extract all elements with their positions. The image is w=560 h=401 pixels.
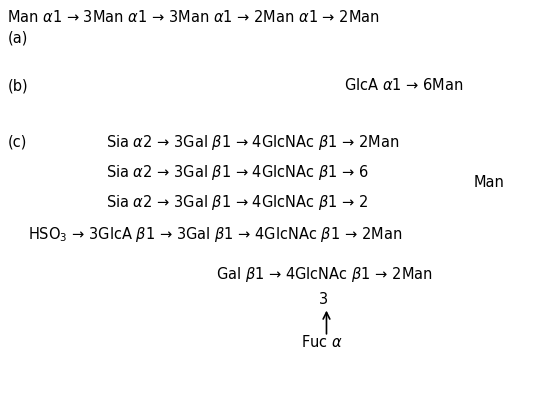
Text: Sia $\alpha$2 → 3Gal $\beta$1 → 4GlcNAc $\beta$1 → 2Man: Sia $\alpha$2 → 3Gal $\beta$1 → 4GlcNAc … — [106, 132, 400, 151]
Text: Man $\alpha$1 → 3Man $\alpha$1 → 3Man $\alpha$1 → 2Man $\alpha$1 → 2Man: Man $\alpha$1 → 3Man $\alpha$1 → 3Man $\… — [7, 9, 380, 25]
Text: Sia $\alpha$2 → 3Gal $\beta$1 → 4GlcNAc $\beta$1 → 6: Sia $\alpha$2 → 3Gal $\beta$1 → 4GlcNAc … — [106, 162, 369, 181]
Text: GlcA $\alpha$1 → 6Man: GlcA $\alpha$1 → 6Man — [344, 77, 464, 93]
Text: (c): (c) — [7, 134, 27, 149]
Text: Man: Man — [473, 174, 504, 189]
Text: (b): (b) — [7, 78, 28, 93]
Text: Gal $\beta$1 → 4GlcNAc $\beta$1 → 2Man: Gal $\beta$1 → 4GlcNAc $\beta$1 → 2Man — [216, 265, 432, 284]
Text: 3: 3 — [319, 292, 328, 306]
Text: Fuc $\alpha$: Fuc $\alpha$ — [301, 333, 343, 348]
Text: HSO$_3$ → 3GlcA $\beta$1 → 3Gal $\beta$1 → 4GlcNAc $\beta$1 → 2Man: HSO$_3$ → 3GlcA $\beta$1 → 3Gal $\beta$1… — [28, 225, 402, 243]
Text: Sia $\alpha$2 → 3Gal $\beta$1 → 4GlcNAc $\beta$1 → 2: Sia $\alpha$2 → 3Gal $\beta$1 → 4GlcNAc … — [106, 192, 369, 211]
Text: (a): (a) — [7, 30, 27, 45]
